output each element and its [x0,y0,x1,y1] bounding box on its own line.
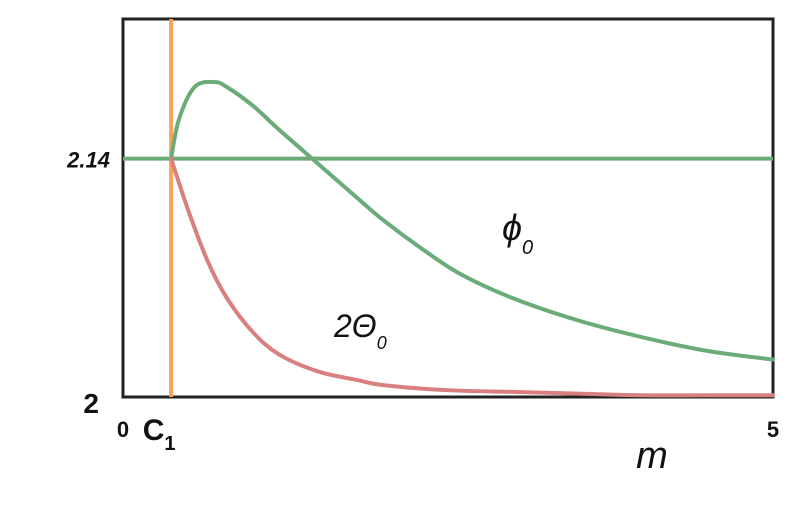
series-label-phi0-name: ϕ [502,207,522,248]
series-label-2theta0-subscript: 0 [377,333,387,353]
plot-frame [121,17,775,399]
x-tick-label-1: C1 [143,414,176,455]
y-tick-label-0: 2 [83,388,99,419]
y-tick-label-1: 2.14 [66,148,110,173]
series-label-phi0: ϕ0 [502,207,533,259]
series-line-0 [169,79,775,362]
series-line-1 [169,156,775,398]
x-tick-label-2: 5 [767,417,779,442]
series-label-2theta0-name: 2Θ [333,308,377,344]
x-tick-label-0: 0 [117,417,129,442]
series-label-2theta0: 2Θ0 [333,308,387,353]
series-label-phi0-subscript: 0 [522,237,533,259]
x-axis-title: m [636,435,668,477]
